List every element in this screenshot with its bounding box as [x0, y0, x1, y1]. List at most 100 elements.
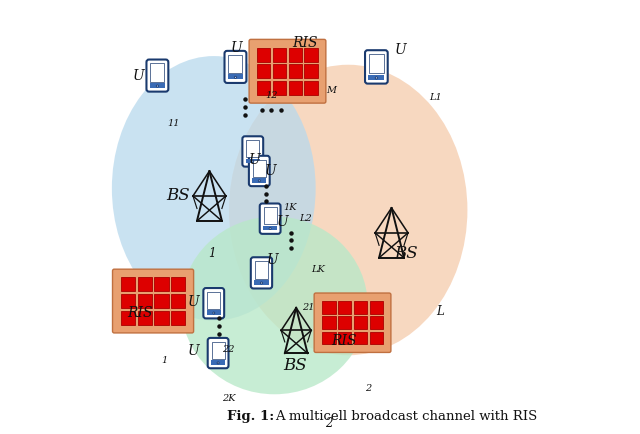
Bar: [257, 65, 271, 79]
Text: 2K: 2K: [223, 393, 236, 401]
Bar: [289, 65, 302, 79]
Bar: [323, 302, 335, 314]
Bar: [289, 49, 302, 62]
Bar: [138, 294, 152, 308]
Bar: [154, 311, 168, 325]
Text: L1: L1: [429, 93, 442, 102]
Circle shape: [234, 77, 237, 79]
Bar: [369, 55, 384, 74]
Bar: [273, 49, 286, 62]
Bar: [150, 84, 165, 89]
FancyBboxPatch shape: [147, 60, 168, 92]
Bar: [121, 311, 135, 325]
Circle shape: [260, 283, 262, 284]
Bar: [369, 76, 384, 81]
Bar: [257, 82, 271, 95]
Bar: [121, 278, 135, 292]
Text: Fig. 1:: Fig. 1:: [227, 410, 274, 422]
Bar: [171, 294, 186, 308]
Bar: [354, 317, 367, 329]
Bar: [273, 82, 286, 95]
Bar: [211, 360, 225, 365]
Bar: [228, 56, 243, 74]
Bar: [171, 311, 186, 325]
Bar: [338, 317, 351, 329]
Text: RIS: RIS: [331, 334, 356, 348]
Bar: [338, 332, 351, 345]
FancyBboxPatch shape: [251, 258, 272, 289]
Text: U: U: [265, 164, 276, 178]
Text: U: U: [276, 215, 289, 229]
Text: 22: 22: [223, 345, 235, 354]
Text: U: U: [231, 41, 243, 55]
Bar: [154, 294, 168, 308]
Circle shape: [375, 78, 378, 80]
Bar: [354, 332, 367, 345]
Text: BS: BS: [166, 187, 189, 204]
Bar: [354, 302, 367, 314]
Circle shape: [156, 86, 159, 88]
Bar: [138, 311, 152, 325]
Text: 12: 12: [266, 91, 278, 100]
Bar: [305, 82, 317, 95]
FancyBboxPatch shape: [260, 204, 280, 234]
Bar: [264, 208, 276, 225]
Text: LK: LK: [311, 265, 325, 273]
Text: U: U: [132, 69, 145, 82]
Bar: [212, 342, 225, 359]
Text: U: U: [248, 152, 260, 166]
FancyBboxPatch shape: [243, 137, 263, 167]
FancyBboxPatch shape: [314, 293, 391, 352]
Text: L2: L2: [300, 214, 312, 223]
Bar: [207, 292, 220, 309]
Text: U: U: [395, 43, 406, 57]
Text: L: L: [436, 304, 444, 317]
Circle shape: [217, 362, 219, 364]
Text: 11: 11: [168, 118, 180, 127]
Circle shape: [212, 312, 215, 314]
Bar: [305, 65, 317, 79]
Bar: [305, 49, 317, 62]
Bar: [252, 179, 266, 183]
Text: M: M: [326, 86, 337, 95]
Bar: [253, 160, 266, 178]
Text: 1: 1: [208, 247, 215, 260]
Circle shape: [269, 228, 271, 230]
Bar: [289, 82, 302, 95]
Text: 1: 1: [162, 355, 168, 365]
Text: U: U: [267, 252, 279, 266]
Ellipse shape: [181, 217, 368, 395]
Text: U: U: [188, 343, 200, 357]
FancyBboxPatch shape: [208, 338, 228, 368]
Text: RIS: RIS: [127, 306, 152, 319]
Bar: [228, 75, 243, 80]
Bar: [273, 65, 286, 79]
Bar: [255, 262, 268, 279]
FancyBboxPatch shape: [225, 52, 246, 84]
Bar: [154, 278, 168, 292]
Bar: [138, 278, 152, 292]
Ellipse shape: [229, 66, 467, 355]
Text: RIS: RIS: [292, 36, 317, 50]
Bar: [150, 64, 164, 82]
Circle shape: [252, 161, 254, 163]
Ellipse shape: [112, 57, 316, 321]
Text: 2: 2: [324, 416, 332, 429]
FancyBboxPatch shape: [365, 51, 388, 84]
Bar: [369, 317, 383, 329]
Bar: [121, 294, 135, 308]
FancyBboxPatch shape: [204, 288, 224, 319]
Bar: [207, 311, 221, 315]
Text: U: U: [188, 295, 200, 309]
Bar: [254, 280, 269, 285]
Text: 21: 21: [302, 302, 314, 311]
FancyBboxPatch shape: [113, 270, 194, 333]
Bar: [257, 49, 271, 62]
Text: A multicell broadcast channel with RIS: A multicell broadcast channel with RIS: [275, 410, 538, 422]
FancyBboxPatch shape: [249, 156, 269, 187]
Text: BS: BS: [395, 245, 418, 262]
Bar: [338, 302, 351, 314]
Bar: [246, 141, 259, 158]
Text: 2: 2: [365, 384, 372, 392]
Bar: [323, 332, 335, 345]
